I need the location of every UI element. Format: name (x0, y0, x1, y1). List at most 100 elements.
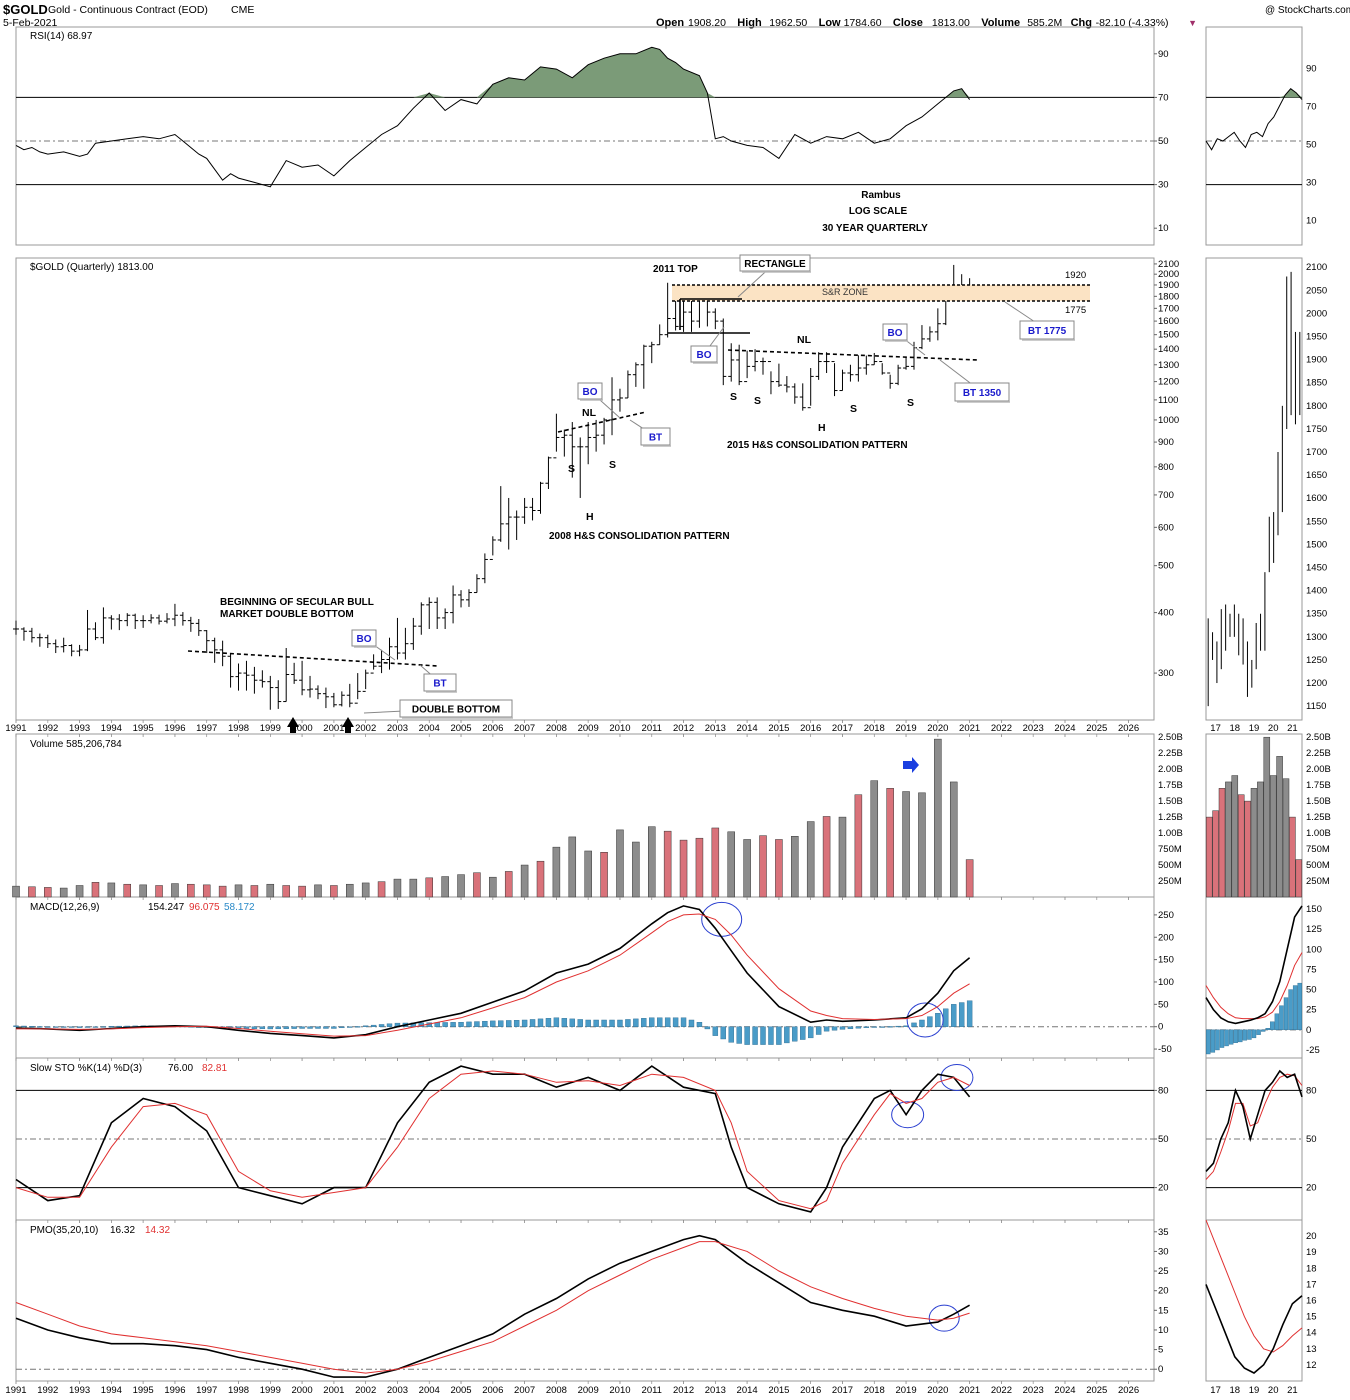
series-macd (15, 905, 971, 1039)
bo-2019-text: BO (888, 328, 903, 339)
pattern-letter: H (586, 511, 594, 523)
inset-volume-bar (1257, 781, 1264, 898)
volume-bar (616, 829, 624, 898)
macd-histogram-bar (887, 1026, 893, 1028)
callouts: BO BT BO BT BO BO BT 1350 BT 1775 RECTANGLE DOUBL… (351, 254, 1075, 719)
ohlc-label: Open (656, 17, 684, 29)
macd-histogram-bar (553, 1017, 560, 1027)
x-tick-label: 1991 (5, 723, 26, 734)
inset-x-tick: 18 (1230, 1385, 1241, 1396)
volume-bar (902, 791, 910, 898)
macd-histogram-bar (450, 1022, 456, 1027)
y-tick-label: 1200 (1158, 377, 1179, 388)
inset-frame-price (1205, 257, 1303, 721)
inset-vol-tick: 1.25B (1306, 812, 1331, 823)
inset-macd-histogram-bar (1260, 1029, 1266, 1032)
volume-bar (361, 882, 370, 898)
volume-bar (886, 788, 894, 898)
macd-histogram-bar (291, 1026, 297, 1029)
macd-histogram-bar (116, 1025, 123, 1028)
macd-histogram-bar (911, 1022, 917, 1027)
x-tick-label: 2014 (737, 723, 758, 734)
inset-rsi-tick: 50 (1306, 140, 1317, 151)
inset-x-tick: 20 (1268, 723, 1279, 734)
x-tick-label: 2026 (1118, 1385, 1139, 1396)
volume-bar (393, 878, 402, 898)
volume-bar (266, 883, 275, 898)
x-tick-label: 2016 (800, 723, 821, 734)
y-tick-label: 20 (1158, 1286, 1169, 1297)
x-tick-label: 2021 (959, 1385, 980, 1396)
macd-histogram-bar (649, 1017, 655, 1027)
bt-2010-box (640, 427, 671, 446)
volume-bar (473, 872, 481, 898)
inset-volume-bar (1250, 788, 1258, 898)
rsi-line (15, 46, 971, 188)
macd-histogram-bar (720, 1026, 726, 1040)
macd-histogram-bar (37, 1026, 43, 1028)
y-tick-label: 1100 (1158, 395, 1178, 406)
volume-bar (234, 884, 243, 898)
panel-frame-macd (15, 896, 1155, 1059)
volume-arrow (903, 757, 919, 773)
x-tick-label: 2004 (419, 723, 440, 734)
rambus-label: Rambus LOG SCALE 30 YEAR QUARTERLY (822, 190, 928, 234)
y-tick-label: 400 (1158, 608, 1174, 619)
inset-price-tick: 1800 (1306, 401, 1327, 412)
macd-histogram-bar (792, 1026, 798, 1042)
chart-description: Gold - Continuous Contract (EOD) (48, 4, 208, 16)
macd-histogram-bar (958, 1002, 965, 1027)
x-tick-label: 2022 (991, 723, 1012, 734)
inset-price-tick: 1900 (1306, 355, 1327, 366)
y-tick-label: 2000 (1158, 269, 1179, 280)
y-tick-label: 1000 (1158, 415, 1179, 426)
x-tick-label: 2000 (292, 723, 313, 734)
inset-vol-tick: 2.50B (1306, 732, 1331, 743)
rsi-panel: RSI(14) 68.97 10 30 50 70 90 (15, 31, 1169, 234)
macd-histogram-bar (871, 1026, 877, 1028)
macd-histogram-bar (355, 1026, 361, 1028)
inset-macd-histogram-bar (1297, 982, 1302, 1031)
macd-histogram-bar (13, 1025, 19, 1027)
inset-volume-bar (1276, 756, 1283, 898)
inset-pmo-tick: 17 (1306, 1279, 1317, 1290)
chart-header: $GOLD Gold - Continuous Contract (EOD) C… (3, 2, 1350, 29)
x-tick-label: 2015 (768, 1385, 789, 1396)
inset-price-tick: 1550 (1306, 516, 1327, 527)
volume-bar (346, 883, 354, 898)
sto-value-1: 76.00 (168, 1063, 193, 1074)
volume-bar (75, 885, 84, 898)
y-tick-label: 20 (1158, 1183, 1169, 1194)
x-tick-label: 1995 (133, 1385, 154, 1396)
volume-bar (330, 885, 338, 898)
volume-bar (139, 884, 147, 898)
x-tick-label: 2002 (355, 1385, 376, 1396)
y-tick-label: 2100 (1158, 259, 1179, 270)
inset-volume-bar (1231, 775, 1239, 898)
panel-frame-price (15, 257, 1155, 721)
macd-histogram-bar (879, 1026, 885, 1028)
macd-histogram-bar (339, 1026, 345, 1029)
volume-tick-label: 500M (1158, 860, 1182, 871)
bt-1350-box (954, 382, 1010, 402)
x-tick-label: 1991 (5, 1385, 26, 1396)
x-tick-label: 2017 (832, 723, 853, 734)
y-tick-label: 900 (1158, 437, 1174, 448)
x-axis: 1991 1992 1993 1994 1995 1996 1997 1998 1999 2000… (5, 720, 1139, 1396)
inset-macd-tick: 25 (1306, 1005, 1317, 1016)
inset-pmo-tick: 20 (1306, 1231, 1317, 1242)
y-tick-label: 15 (1158, 1305, 1169, 1316)
macd-histogram-bar (633, 1018, 639, 1027)
macd-histogram-bar (617, 1019, 623, 1027)
panel-frame-pmo (15, 1219, 1155, 1382)
sr-zone (672, 285, 1090, 301)
macd-histogram-bar (482, 1021, 488, 1027)
inset-pmo-line (1205, 1284, 1303, 1374)
macd-histogram-bar (577, 1019, 583, 1027)
bt-2004-text: BT (433, 679, 446, 690)
neckline-2008 (557, 411, 647, 433)
volume-bar (489, 876, 497, 898)
x-tick-label: 2019 (895, 723, 916, 734)
y-tick-label: 70 (1158, 92, 1169, 103)
